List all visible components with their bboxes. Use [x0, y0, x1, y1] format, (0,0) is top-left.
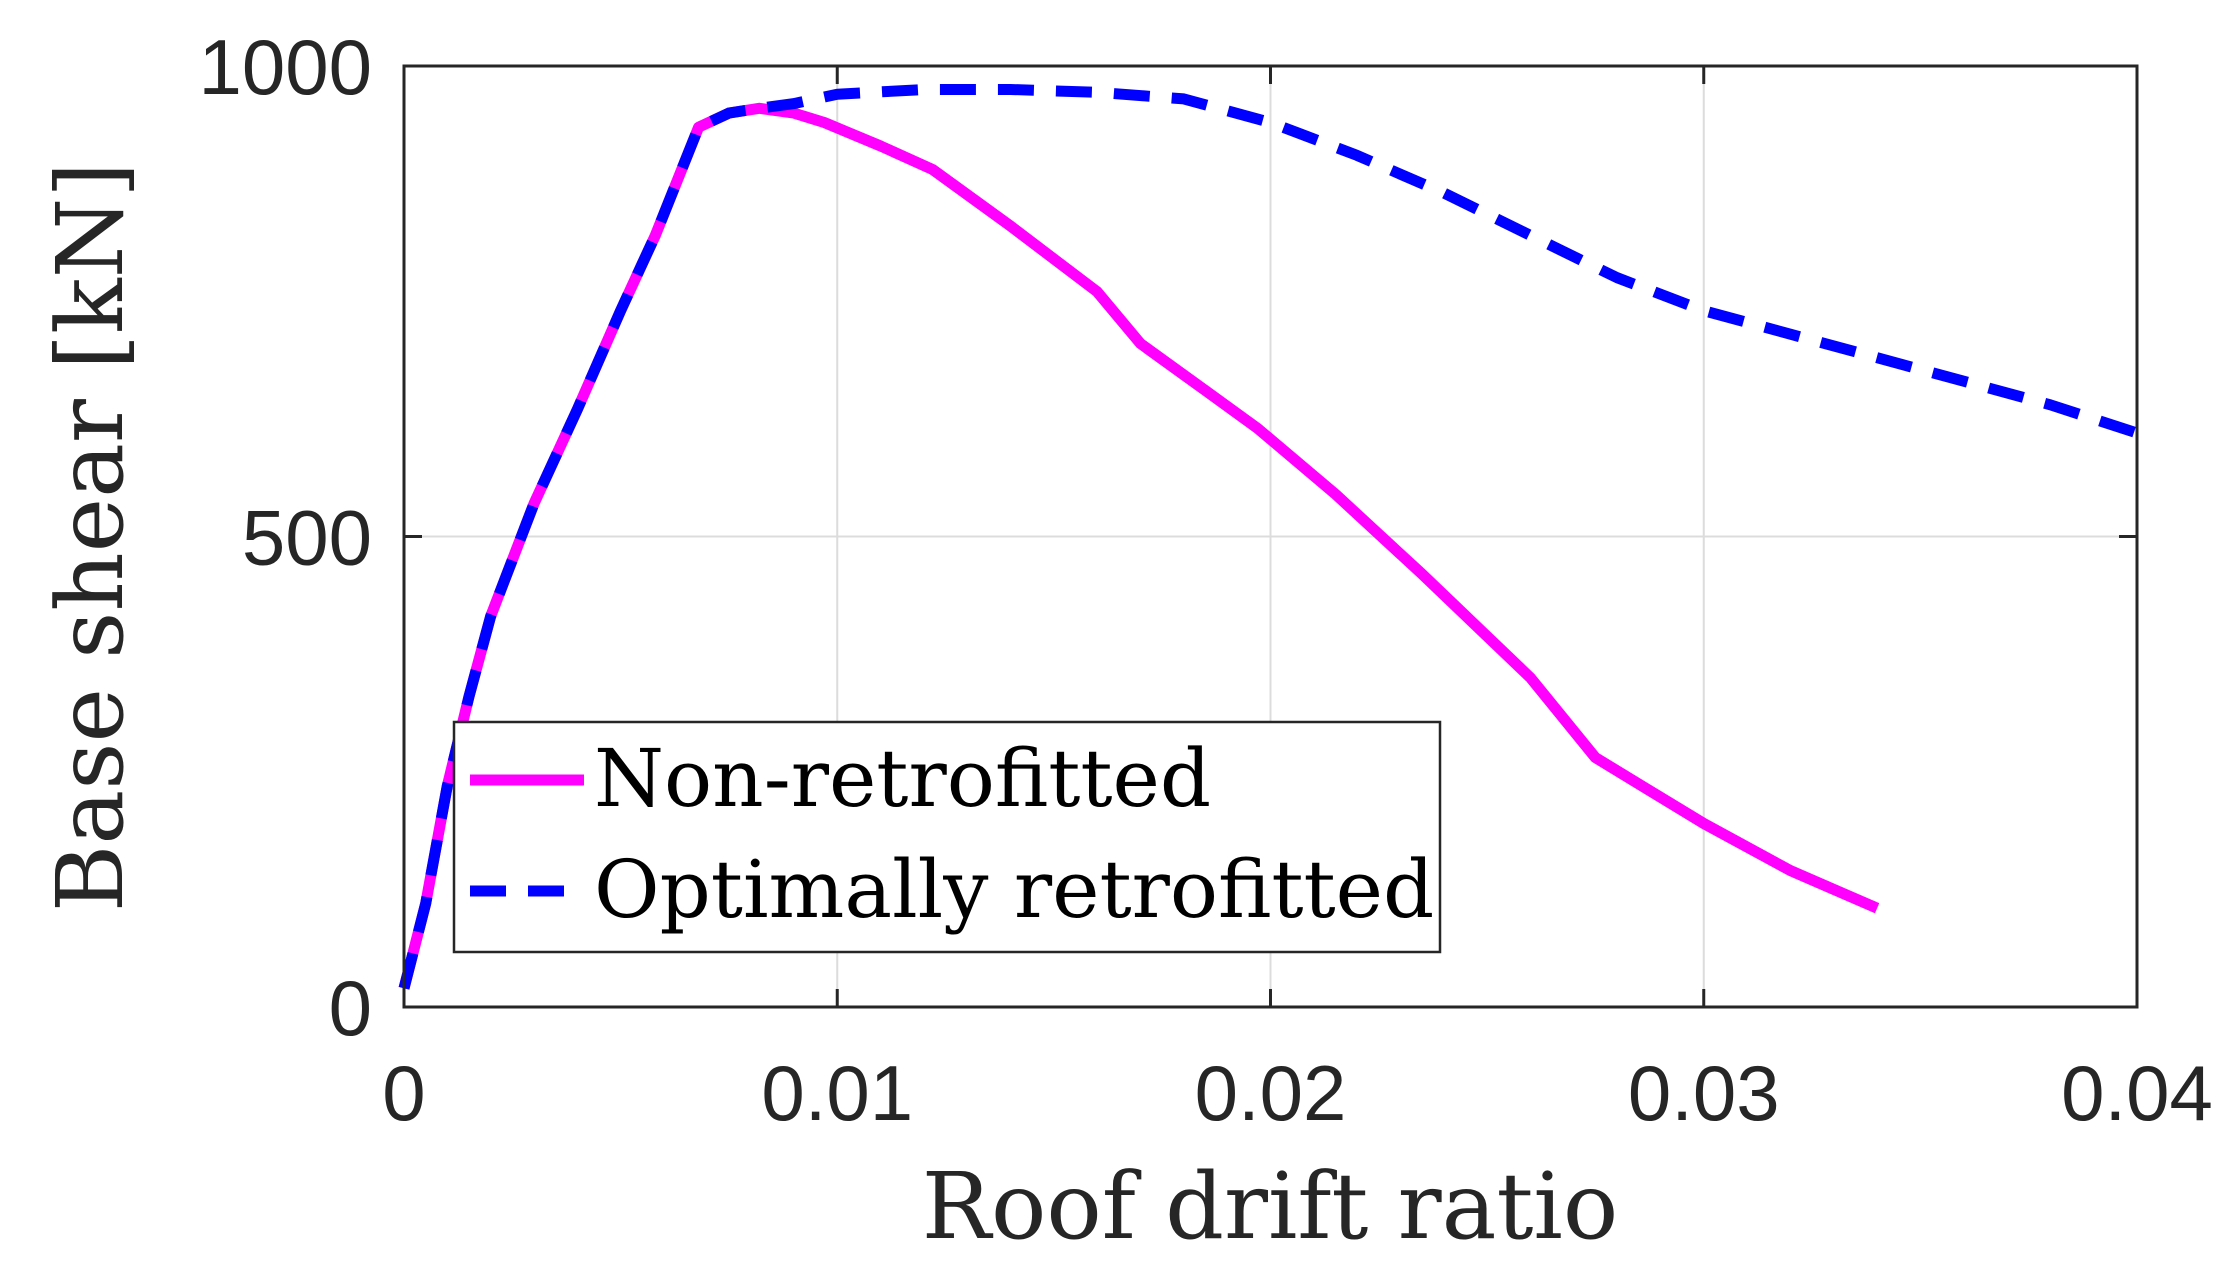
series-lines: [398, 84, 2139, 990]
x-tick-labels: 0 0.01 0.02 0.03 0.04: [382, 1049, 2213, 1137]
legend-label-optimally-retrofitted: Optimally retrofitted: [594, 843, 1434, 936]
legend-box: [452, 720, 1442, 954]
x-axis-label: Roof drift ratio: [922, 1153, 1619, 1260]
x-tick-label: 0.02: [1195, 1049, 1347, 1137]
legend-label-non-retrofitted: Non-retrofitted: [594, 732, 1211, 825]
y-tick-label: 0: [329, 964, 372, 1052]
x-tick-label: 0.01: [761, 1049, 913, 1137]
tick-marks: [402, 64, 2139, 1009]
series-line-optimally-retrofitted: [398, 84, 2139, 990]
x-tick-label: 0.03: [1628, 1049, 1780, 1137]
y-tick-label: 1000: [198, 23, 372, 111]
y-tick-labels: 0 500 1000: [198, 23, 372, 1052]
legend: Non-retrofitted Optimally retrofitted: [452, 720, 1442, 954]
y-axis-label: Base shear [kN]: [37, 162, 144, 912]
x-tick-label: 0.04: [2061, 1049, 2213, 1137]
y-tick-label: 500: [242, 494, 372, 582]
x-tick-label: 0: [382, 1049, 425, 1137]
